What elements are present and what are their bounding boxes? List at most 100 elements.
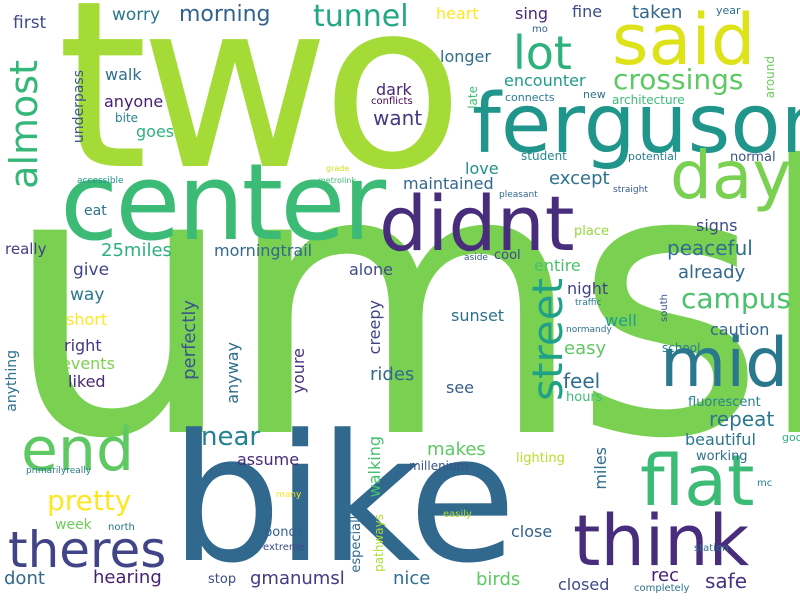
word-cloud-word: traffic	[575, 298, 602, 308]
word-cloud-word: goes	[136, 122, 175, 141]
word-cloud-word: safe	[705, 569, 748, 593]
word-cloud-word: said	[612, 0, 756, 81]
word-cloud-word: walking	[365, 436, 384, 498]
word-cloud-word: pathways	[372, 514, 386, 572]
word-cloud-word: except	[549, 168, 610, 189]
word-cloud-word: easy	[564, 338, 607, 359]
word-cloud-word: mo	[532, 24, 548, 35]
word-cloud-word: close	[511, 522, 553, 541]
word-cloud-word: near	[201, 422, 261, 452]
word-cloud-word: school	[662, 341, 701, 355]
word-cloud-word: architecture	[612, 93, 685, 107]
word-cloud-word: beautiful	[685, 430, 756, 449]
word-cloud-word: birds	[476, 569, 521, 590]
word-cloud-word: almost	[2, 60, 46, 189]
word-cloud-word: hearing	[93, 567, 162, 588]
word-cloud-word: completely	[634, 583, 690, 594]
word-cloud-word: dont	[4, 568, 45, 589]
word-cloud-word: late	[466, 86, 480, 109]
word-cloud-word: assume	[237, 450, 300, 469]
word-cloud-word: tunnel	[313, 0, 409, 34]
word-cloud-word: accessible	[77, 176, 124, 186]
word-cloud-word: see	[446, 378, 475, 397]
word-cloud-word: many	[276, 490, 302, 500]
word-cloud-word: didnt	[379, 179, 575, 268]
word-cloud-word: center	[60, 141, 386, 264]
word-cloud-word: morning	[179, 2, 271, 27]
word-cloud-word: extreme	[263, 542, 305, 553]
word-cloud-word: north	[108, 522, 135, 533]
word-cloud-word: millenium	[409, 459, 469, 473]
word-cloud-word: anyway	[223, 342, 242, 404]
word-cloud-word: primarilyreally	[26, 466, 92, 476]
word-cloud-word: two	[57, 0, 464, 221]
word-cloud-word: really	[5, 240, 47, 258]
word-cloud-word: 25miles	[101, 240, 172, 261]
word-cloud-word: stop	[208, 572, 237, 587]
word-cloud-word: sunset	[451, 306, 505, 325]
word-cloud-word: ponds	[264, 525, 304, 540]
word-cloud-word: straight	[613, 185, 648, 195]
word-cloud-word: nice	[393, 568, 431, 589]
word-cloud-word: place	[574, 224, 609, 239]
word-cloud-word: fine	[572, 2, 603, 21]
word-cloud-word: events	[61, 354, 115, 373]
word-cloud-word: maintained	[403, 174, 494, 193]
word-cloud-word: flat	[640, 440, 755, 522]
word-cloud-word: give	[73, 260, 110, 280]
word-cloud-word: around	[763, 56, 777, 99]
word-cloud-word: aside	[464, 253, 488, 263]
word-cloud-word: new	[583, 88, 606, 101]
word-cloud-word: perfectly	[179, 300, 200, 380]
word-cloud-word: connects	[505, 91, 555, 104]
word-cloud-word: caution	[710, 320, 770, 339]
word-cloud-word: umsl	[2, 90, 800, 520]
word-cloud-word: student	[521, 149, 567, 163]
word-cloud-word: week	[55, 517, 92, 533]
word-cloud-word: pleasant	[499, 190, 538, 200]
word-cloud-word: love	[465, 159, 499, 178]
word-cloud-word: rec	[651, 565, 679, 586]
word-cloud-word: rides	[370, 364, 415, 385]
word-cloud-word: encounter	[504, 71, 586, 90]
word-cloud-word: conflicts	[371, 96, 413, 107]
word-cloud-word: normal	[730, 150, 776, 165]
word-cloud-word: worry	[112, 5, 161, 25]
word-cloud-word: short	[66, 310, 108, 329]
word-cloud-word: entire	[534, 256, 581, 275]
word-cloud-word: campus	[681, 282, 791, 315]
word-cloud-word: grade	[326, 164, 350, 173]
word-cloud-word: theres	[8, 521, 167, 579]
word-cloud-word: station	[694, 543, 729, 554]
word-cloud-word: repeat	[709, 407, 775, 431]
word-cloud-word: hours	[566, 390, 603, 405]
word-cloud-word: morningtrail	[214, 241, 313, 260]
word-cloud-word: especially	[349, 508, 364, 573]
word-cloud-word: good	[782, 431, 800, 444]
word-cloud-word: closed	[558, 575, 610, 594]
word-cloud-word: gmanumsl	[250, 568, 345, 589]
word-cloud-word: anyone	[104, 92, 164, 111]
word-cloud-word: metrolink	[318, 176, 357, 185]
word-cloud-word: day	[670, 137, 792, 214]
word-cloud-word: potential	[628, 150, 677, 163]
word-cloud-word: makes	[427, 439, 486, 460]
word-cloud-word: think	[573, 500, 750, 582]
word-cloud-word: well	[605, 311, 637, 330]
word-cloud-word: easily	[443, 509, 472, 520]
word-cloud-word: taken	[632, 2, 683, 23]
word-cloud-word: bike	[170, 397, 517, 600]
word-cloud-word: signs	[696, 216, 738, 235]
word-cloud-word: crossings	[613, 63, 744, 96]
word-cloud-word: night	[567, 279, 609, 298]
word-cloud-word: liked	[68, 372, 106, 391]
word-cloud-word: right	[64, 336, 102, 355]
word-cloud-word: sing	[515, 4, 549, 23]
word-cloud-word: bite	[115, 111, 139, 125]
word-cloud-word: fluorescent	[688, 395, 761, 410]
word-cloud-word: normandy	[566, 325, 612, 335]
word-cloud-word: feel	[563, 369, 601, 393]
word-cloud-word: lighting	[516, 451, 565, 466]
word-cloud-word: working	[696, 449, 748, 464]
